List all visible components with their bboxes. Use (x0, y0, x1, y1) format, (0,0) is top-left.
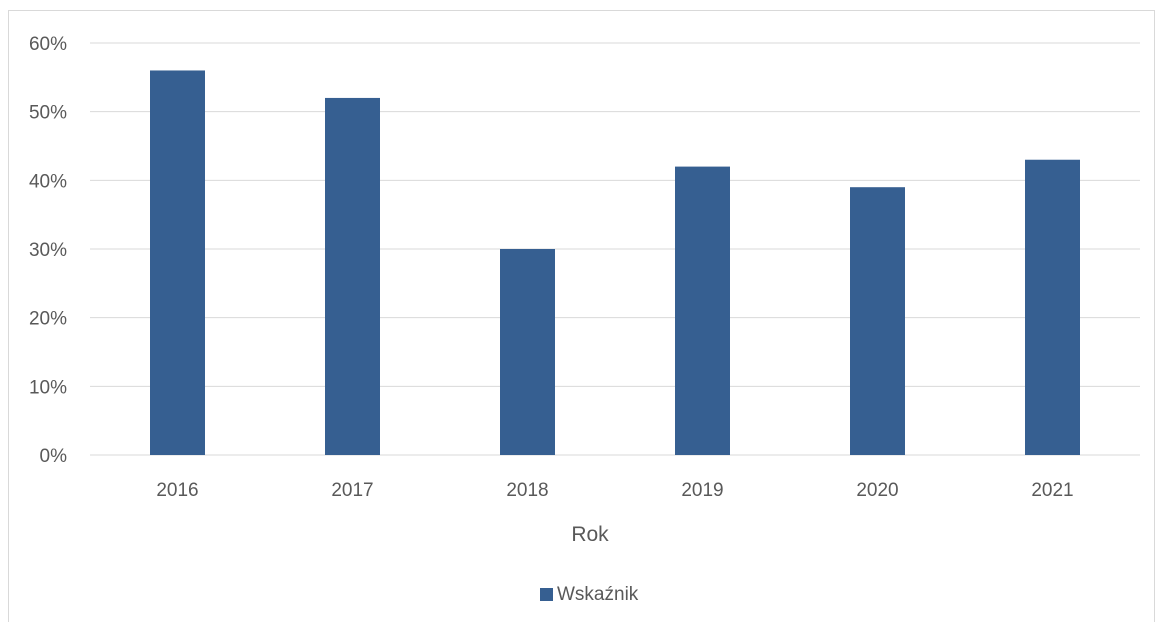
x-axis-tick-labels: 2016 2017 2018 2019 2020 2021 (156, 480, 1073, 501)
y-tick-label: 10% (29, 377, 67, 398)
x-axis-title: Rok (571, 523, 609, 546)
y-tick-label: 30% (29, 240, 67, 261)
legend-swatch (540, 588, 553, 601)
x-tick-label: 2019 (681, 480, 723, 501)
bars (150, 70, 1080, 455)
x-tick-label: 2017 (331, 480, 373, 501)
bar-2019 (675, 166, 730, 455)
x-tick-label: 2018 (506, 480, 548, 501)
y-tick-label: 0% (40, 446, 68, 467)
x-tick-label: 2016 (156, 480, 198, 501)
bar-2016 (150, 70, 205, 455)
y-tick-label: 50% (29, 103, 67, 124)
chart-frame (8, 10, 1155, 622)
bar-2017 (325, 97, 380, 455)
legend: Wskaźnik (540, 584, 639, 605)
legend-label: Wskaźnik (557, 584, 639, 605)
y-tick-label: 40% (29, 171, 67, 192)
bar-2018 (500, 249, 555, 455)
y-tick-label: 20% (29, 309, 67, 330)
x-tick-label: 2021 (1031, 480, 1073, 501)
bar-2020 (850, 187, 905, 455)
y-axis-tick-labels: 0% 10% 20% 30% 40% 50% 60% (29, 34, 67, 467)
gridlines (90, 42, 1140, 456)
x-tick-label: 2020 (856, 480, 898, 501)
bar-2021 (1025, 159, 1080, 455)
y-tick-label: 60% (29, 34, 67, 55)
